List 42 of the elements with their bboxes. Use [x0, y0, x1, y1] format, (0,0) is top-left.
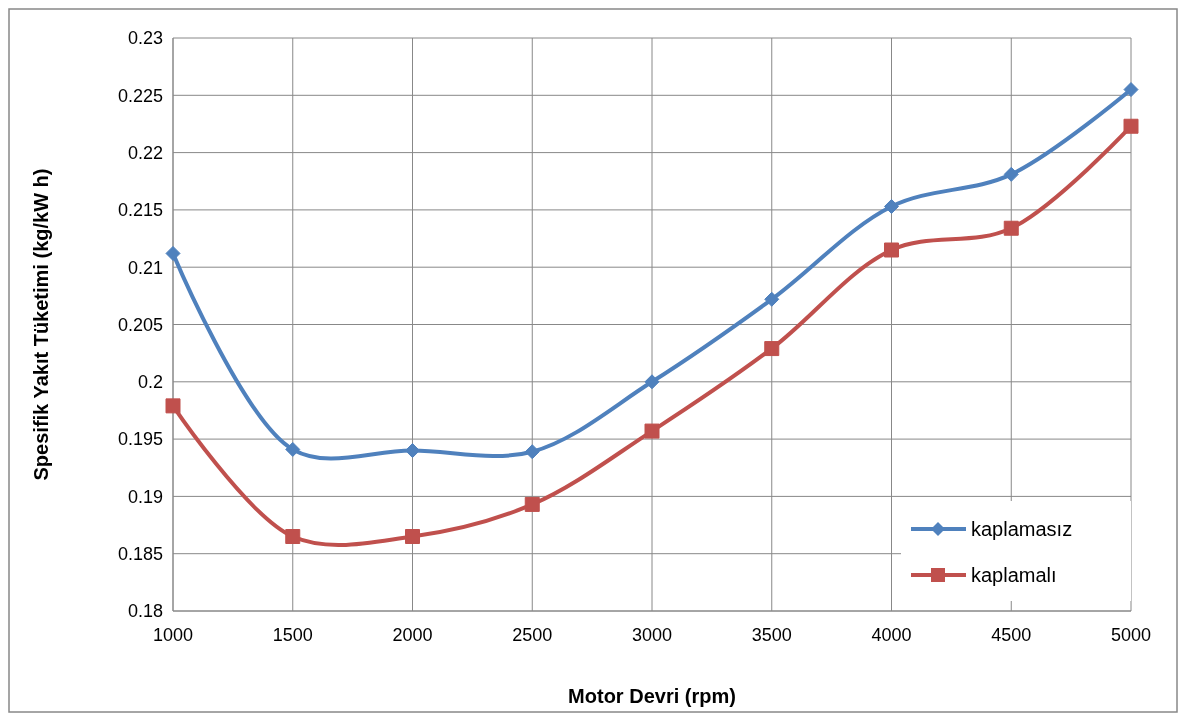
- y-axis-title: Spesifik Yakıt Tüketimi (kg/kW h): [30, 168, 52, 481]
- point: [1003, 220, 1019, 236]
- x-tick-label: 4000: [871, 625, 912, 645]
- point: [644, 423, 660, 439]
- point: [165, 398, 181, 414]
- y-tick-label: 0.19: [127, 486, 163, 507]
- x-tick-label: 3500: [751, 625, 792, 645]
- point: [285, 529, 301, 545]
- y-tick-label: 0.205: [117, 314, 163, 335]
- x-axis-title: Motor Devri (rpm): [568, 685, 736, 707]
- y-tick-label: 0.185: [117, 544, 163, 564]
- point: [764, 291, 780, 307]
- point: [884, 198, 899, 214]
- y-tick-label: 0.18: [127, 601, 163, 622]
- point: [524, 496, 540, 512]
- point: [524, 444, 540, 460]
- x-tick-label: 2500: [512, 625, 553, 645]
- x-tick-label: 2000: [392, 625, 433, 645]
- x-tick-label: 4500: [991, 625, 1032, 645]
- point: [1123, 118, 1139, 134]
- x-tick-label: 1000: [152, 625, 194, 645]
- legend-label: kaplamalı: [971, 564, 1057, 586]
- point: [644, 374, 660, 390]
- y-tick-label: 0.23: [127, 28, 163, 49]
- point: [764, 341, 780, 357]
- y-tick-label: 0.21: [127, 257, 163, 278]
- y-tick-label: 0.22: [127, 142, 163, 163]
- y-tick-label: 0.195: [117, 429, 163, 450]
- y-tick-label: 0.225: [117, 85, 163, 106]
- point: [884, 242, 899, 258]
- legend-label: kaplamasız: [971, 518, 1073, 540]
- point: [165, 245, 181, 261]
- y-tick-label: 0.2: [137, 372, 163, 393]
- x-tick-label: 5000: [1110, 625, 1152, 645]
- point: [405, 529, 420, 545]
- point: [285, 441, 301, 457]
- x-tick-label: 3000: [631, 625, 673, 645]
- y-tick-label: 0.215: [117, 200, 163, 221]
- point: [405, 443, 420, 459]
- point: [1003, 166, 1019, 182]
- point: [1123, 82, 1139, 98]
- x-tick-label: 1500: [272, 625, 313, 645]
